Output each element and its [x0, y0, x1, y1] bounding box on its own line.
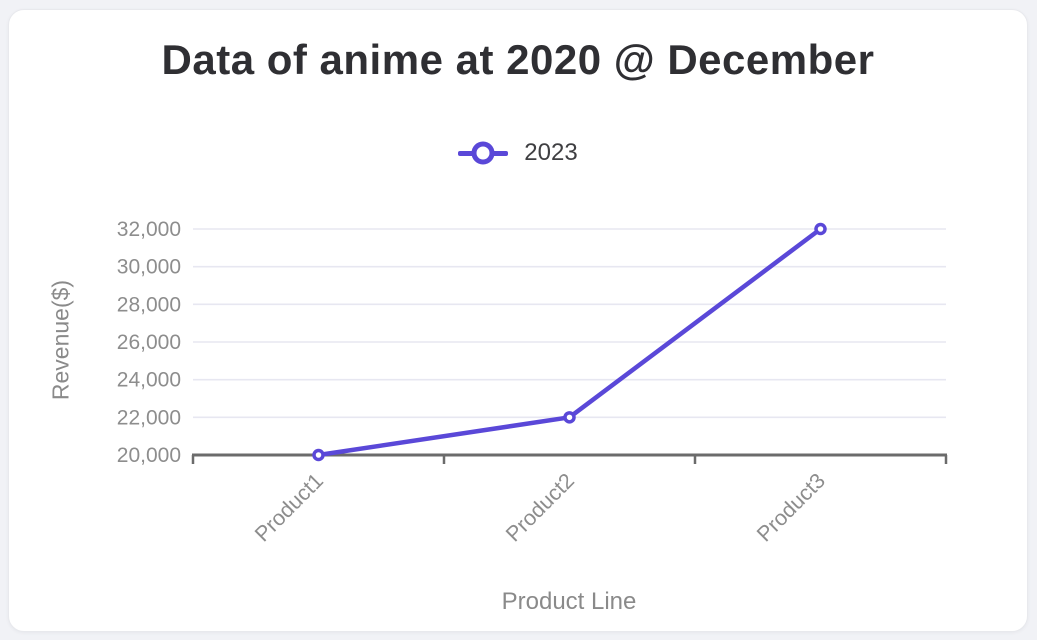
data-point-Product1[interactable] — [312, 448, 325, 462]
x-tick-label: Product3 — [752, 469, 830, 547]
y-tick-label: 24,000 — [117, 369, 181, 392]
x-tick-label: Product1 — [250, 469, 328, 547]
legend: 2023 — [9, 139, 1027, 167]
chart-card: Data of anime at 2020 @ December 2023 20… — [8, 9, 1028, 632]
legend-label: 2023 — [524, 139, 578, 166]
y-tick-label: 20,000 — [117, 444, 181, 467]
data-point-Product2[interactable] — [563, 411, 576, 424]
data-point-Product3[interactable] — [814, 222, 827, 236]
legend-line-marker-icon — [458, 141, 509, 165]
x-axis-title: Product Line — [501, 588, 637, 615]
y-tick-label: 22,000 — [117, 406, 181, 429]
legend-item-2023[interactable]: 2023 — [458, 139, 578, 167]
y-tick-label: 32,000 — [117, 218, 181, 241]
y-tick-label: 26,000 — [117, 331, 181, 354]
line-chart-canvas: 20,000 22,000 24,000 26,000 28,000 30,000 32,0… — [117, 218, 948, 547]
x-tick-label: Product2 — [501, 469, 579, 547]
y-tick-label: 28,000 — [117, 293, 181, 316]
y-tick-label: 30,000 — [117, 256, 181, 279]
y-axis-title: Revenue($) — [47, 279, 74, 401]
legend-hollow-circle-icon — [471, 141, 495, 165]
chart-title: Data of anime at 2020 @ December — [161, 36, 875, 83]
